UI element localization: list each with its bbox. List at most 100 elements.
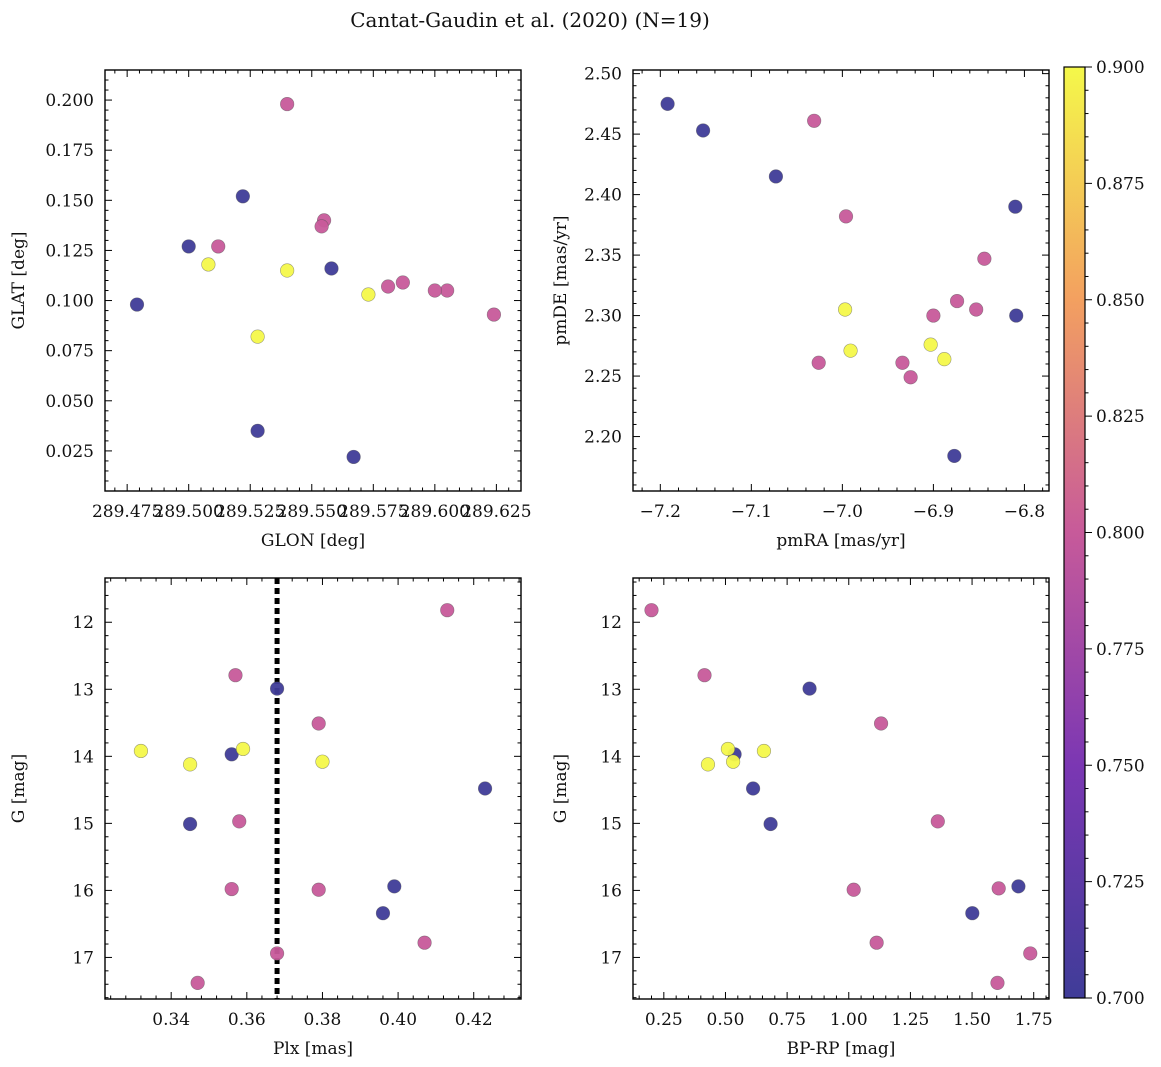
data-point <box>802 681 817 696</box>
y-axis-label: GLAT [deg] <box>9 231 29 329</box>
data-point <box>387 879 402 894</box>
y-tick-label: 12 <box>600 613 622 633</box>
data-point <box>949 293 965 309</box>
scatter-panel-4: 0.25 0.50 0.75 1.00 1.25 1.50 1.75 12 13 14 15 16 17… <box>551 577 1053 1059</box>
colorbar-tick-label: 0.700 <box>1096 989 1145 1009</box>
data-point <box>726 754 741 769</box>
y-tick-label: 0.075 <box>45 342 94 362</box>
y-tick-label: 0.100 <box>45 292 94 312</box>
data-point <box>1009 308 1024 323</box>
data-point <box>947 448 962 464</box>
data-point <box>695 123 711 138</box>
x-tick-label: 289.525 <box>215 502 285 522</box>
data-point <box>869 935 884 950</box>
ticks <box>105 69 522 492</box>
data-point <box>395 275 410 290</box>
x-tick-label: 0.38 <box>304 1010 342 1030</box>
y-tick-label: 0.175 <box>45 141 94 161</box>
y-tick-label: 2.20 <box>584 428 622 448</box>
data-point <box>280 263 295 278</box>
x-tick-label: 0.40 <box>379 1010 417 1030</box>
scatter-panel-1: 289.475289.500289.525289.550289.575289.6… <box>9 69 532 551</box>
y-tick-label: 16 <box>600 881 622 901</box>
data-point <box>182 816 198 832</box>
data-point <box>930 814 945 829</box>
data-point <box>440 283 455 298</box>
colorbar-tick-label: 0.850 <box>1096 291 1145 311</box>
x-tick-label: −7.0 <box>822 502 863 522</box>
data-point <box>720 741 736 757</box>
axes-frame <box>632 577 1050 1000</box>
x-tick-label: 289.500 <box>154 502 224 522</box>
y-tick-label: 13 <box>72 680 94 700</box>
data-point <box>923 337 938 352</box>
x-tick-label: 1.25 <box>891 1010 929 1030</box>
data-points <box>644 603 1038 991</box>
y-axis-label: G [mag] <box>9 754 29 823</box>
data-point <box>660 96 675 111</box>
y-tick-label: 2.25 <box>584 367 622 387</box>
data-points <box>129 96 502 465</box>
data-point <box>182 757 198 772</box>
x-tick-label: 0.42 <box>455 1010 493 1030</box>
y-tick-label: 17 <box>72 948 94 968</box>
x-tick-label: 1.00 <box>830 1010 868 1030</box>
x-tick-label: 289.575 <box>338 502 408 522</box>
data-point <box>235 189 250 204</box>
data-point <box>346 449 361 465</box>
scatter-panel-3: 0.34 0.36 0.38 0.40 0.42 12 13 14 15 16 17 Plx [mas… <box>9 577 522 1059</box>
y-tick-label: 12 <box>72 613 94 633</box>
data-point <box>181 239 196 254</box>
data-point <box>768 169 784 184</box>
y-tick-label: 2.35 <box>584 246 622 266</box>
data-point <box>311 716 326 731</box>
colorbar-tick-label: 0.775 <box>1096 640 1145 660</box>
data-point <box>873 716 889 731</box>
data-point <box>235 741 251 757</box>
y-tick-label: 2.45 <box>584 125 622 145</box>
y-axis-label: G [mag] <box>551 754 571 823</box>
data-point <box>314 219 329 234</box>
y-tick-label: 14 <box>72 747 94 767</box>
data-point <box>417 935 432 950</box>
data-points <box>133 603 493 991</box>
ticks <box>633 70 1049 491</box>
data-point <box>324 261 339 276</box>
x-tick-label: 289.475 <box>92 502 162 522</box>
x-tick-label: 289.550 <box>277 502 347 522</box>
data-point <box>763 816 778 832</box>
data-point <box>280 96 295 112</box>
data-point <box>969 302 984 317</box>
colorbar-tick-label: 0.800 <box>1096 524 1145 544</box>
y-tick-label: 0.125 <box>45 241 94 261</box>
y-tick-label: 2.50 <box>584 65 622 85</box>
data-point <box>811 355 826 370</box>
data-point <box>269 946 285 961</box>
x-tick-label: 1.50 <box>953 1010 991 1030</box>
data-point <box>990 975 1005 991</box>
y-tick-label: 13 <box>600 680 622 700</box>
data-point <box>250 423 265 438</box>
y-tick-label: 15 <box>600 814 622 834</box>
x-tick-label: 0.34 <box>152 1010 190 1030</box>
data-point <box>837 302 853 317</box>
data-point <box>807 113 822 128</box>
data-point <box>903 370 918 385</box>
data-point <box>477 781 493 796</box>
x-axis-label: GLON [deg] <box>261 531 365 551</box>
colorbar-tick-label: 0.825 <box>1096 407 1145 427</box>
y-tick-label: 0.050 <box>45 392 94 412</box>
data-point <box>211 239 226 254</box>
y-tick-label: 2.30 <box>584 307 622 327</box>
data-point <box>486 307 502 322</box>
data-point <box>224 881 239 897</box>
axes-frame <box>632 69 1050 492</box>
colorbar-tick-label: 0.725 <box>1096 873 1145 893</box>
y-axis-label: pmDE [mas/yr] <box>551 215 571 345</box>
scatter-panel-2: −7.2 −7.1 −7.0 −6.9 −6.8 2.20 2.25 2.30 2.35 2.40… <box>551 65 1050 551</box>
data-point <box>700 757 716 772</box>
y-tick-label: 16 <box>72 881 94 901</box>
x-tick-label: −6.9 <box>913 502 954 522</box>
y-tick-label: 2.40 <box>584 186 622 206</box>
